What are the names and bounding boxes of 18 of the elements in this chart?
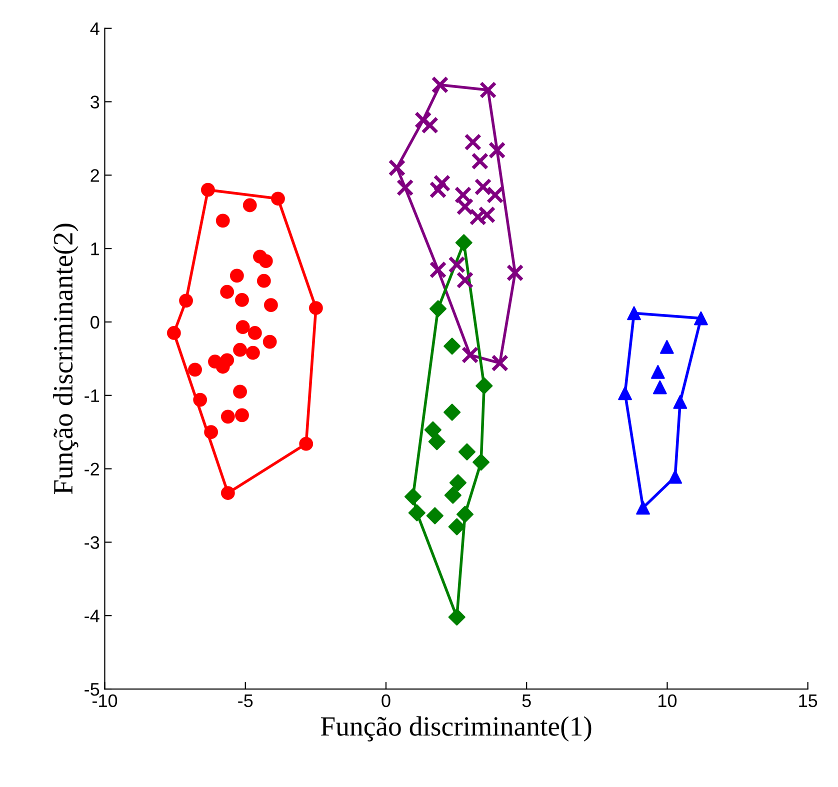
y-tick-label: 0 (90, 316, 100, 329)
x-tick-label: 10 (658, 694, 677, 708)
y-tick-label: 2 (90, 169, 99, 182)
y-axis-title: Função discriminante(2) (53, 224, 78, 494)
x-tick-label: 0 (382, 694, 390, 708)
y-tick-label: 1 (91, 242, 100, 256)
x-tick-label: -5 (238, 694, 253, 708)
y-tick-label: -5 (84, 683, 100, 696)
y-tick-label: -1 (84, 390, 100, 402)
y-tick-label: 3 (90, 96, 100, 108)
y-tick-label: 4 (90, 22, 100, 35)
y-tick-label: -4 (84, 610, 100, 622)
x-tick-label: -10 (92, 694, 118, 708)
x-tick-label: 15 (799, 694, 818, 708)
x-tick-label: 5 (522, 694, 531, 708)
x-axis-title: Função discriminante(1) (320, 716, 592, 742)
y-tick-label: -3 (84, 536, 100, 549)
y-tick-label: -2 (84, 462, 99, 476)
